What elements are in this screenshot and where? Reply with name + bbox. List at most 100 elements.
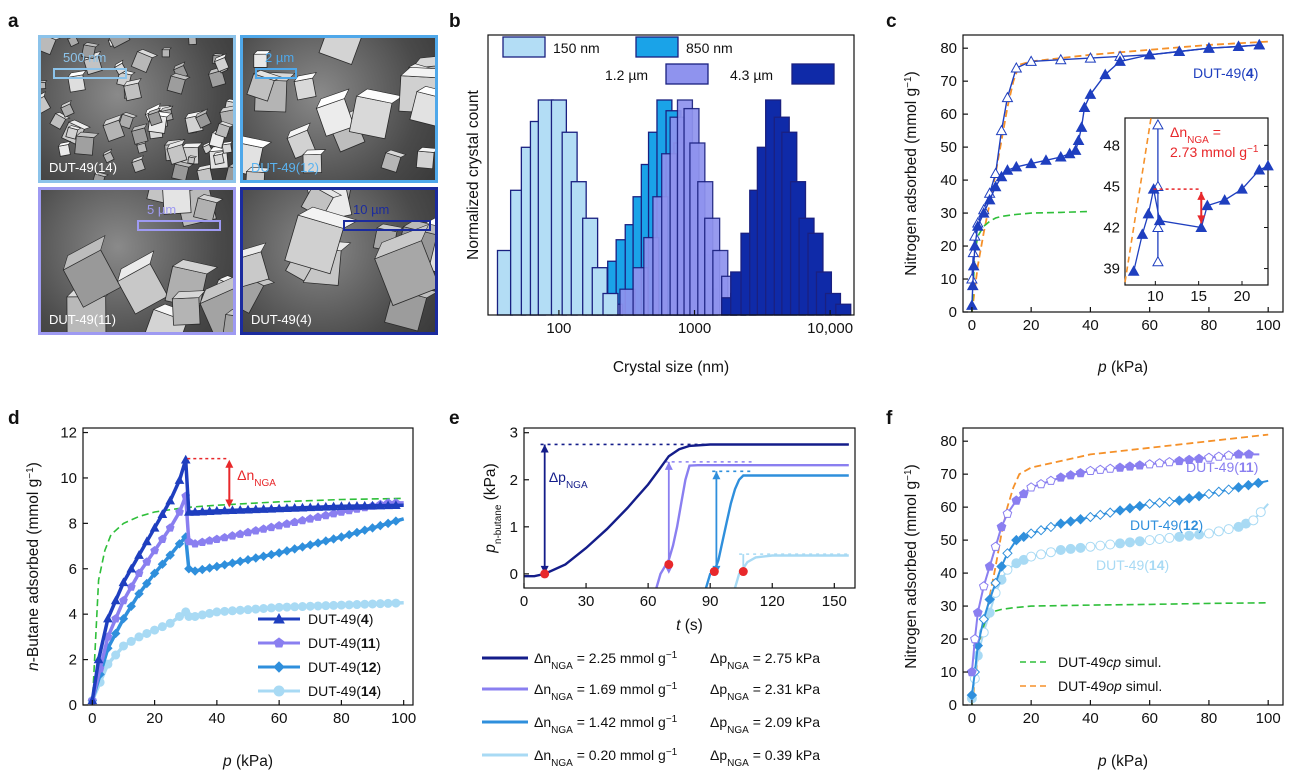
crystal xyxy=(315,88,355,137)
crystal-top xyxy=(131,155,144,164)
crystal-top xyxy=(243,242,267,261)
text-part: ) xyxy=(903,71,920,76)
data-point xyxy=(1144,498,1155,510)
crystal-top xyxy=(75,131,100,138)
crystal-top xyxy=(130,123,148,132)
panel-d-y-label: 2 xyxy=(69,652,77,669)
text-part: 4 xyxy=(361,611,369,627)
sem-image-dut49-14: 500 nm DUT-49(14) xyxy=(38,35,236,183)
hist-bar xyxy=(835,303,852,316)
inset-y-label: 39 xyxy=(1103,261,1120,278)
legend-4300nm: 4.3 µm xyxy=(730,67,773,83)
crystal-face xyxy=(318,38,364,66)
data-point xyxy=(966,279,979,291)
crystal-top xyxy=(417,147,435,153)
data-point xyxy=(1069,144,1082,155)
legend-label: DUT-49(11) xyxy=(308,635,380,651)
data-point xyxy=(157,622,167,632)
event-marker xyxy=(540,569,550,579)
data-point xyxy=(290,517,300,526)
text-part: −1 xyxy=(903,469,914,481)
crystal xyxy=(166,72,191,95)
text-part: (kPa) xyxy=(482,463,499,504)
data-point xyxy=(375,500,386,510)
crystal-top xyxy=(225,98,233,104)
panel-c-y-label: 30 xyxy=(940,205,957,222)
panel-c-series-label: DUT-49(4) xyxy=(1193,65,1258,81)
text-part: NGA xyxy=(727,692,749,703)
data-point xyxy=(190,566,200,576)
crystal-top xyxy=(385,149,407,158)
data-point xyxy=(219,505,230,515)
nga-arrowhead-up xyxy=(225,459,234,468)
crystal-face xyxy=(67,38,80,48)
legend-label: DUT-49(14) xyxy=(308,683,381,699)
crystal-top xyxy=(416,85,435,99)
panel-e-y-label: 3 xyxy=(510,425,518,442)
panel-d-y-label: 10 xyxy=(60,470,77,487)
panel-c-x-label: 20 xyxy=(1023,317,1040,334)
data-point xyxy=(1114,505,1126,516)
panel-b-axes xyxy=(487,34,855,316)
data-point xyxy=(212,505,222,515)
data-point xyxy=(1124,537,1135,548)
panel-b-ylabel: Normalized crystal count xyxy=(465,89,482,259)
data-point xyxy=(352,527,362,538)
data-point xyxy=(1065,543,1076,554)
data-point xyxy=(1213,526,1224,537)
text-part: 14 xyxy=(1149,557,1165,573)
crystal-top xyxy=(219,104,233,113)
text-part: 12 xyxy=(1183,517,1199,533)
legend-dp-label: ΔpNGA = 2.31 kPa xyxy=(710,681,820,703)
data-point xyxy=(1253,163,1266,175)
data-point xyxy=(970,633,980,644)
sem-caption: DUT-49(4) xyxy=(251,312,312,327)
data-point xyxy=(1054,53,1067,65)
panel-c-y-label: 70 xyxy=(940,73,957,90)
panel-label-b: b xyxy=(449,11,461,32)
data-point xyxy=(110,595,121,605)
text-part: ) xyxy=(1254,65,1259,81)
text-part: Δp xyxy=(710,747,727,763)
crystal xyxy=(147,107,163,127)
data-point xyxy=(1154,458,1165,468)
series-label: DUT-49(12) xyxy=(1130,517,1203,533)
data-point xyxy=(118,614,129,624)
data-point xyxy=(142,578,152,589)
panel-e-x-label: 150 xyxy=(822,593,847,610)
data-point xyxy=(995,124,1008,136)
panel-e-ylabel-group: pn-butane (kPa) xyxy=(482,463,504,553)
data-point xyxy=(320,501,331,511)
text-part: ) xyxy=(1198,517,1203,533)
data-point xyxy=(243,504,253,514)
crystal xyxy=(57,141,72,157)
panel-d-y-label: 0 xyxy=(69,697,77,714)
crystal-face xyxy=(223,165,233,180)
data-point xyxy=(157,559,168,569)
inset-x-label: 10 xyxy=(1147,288,1164,305)
data-point xyxy=(313,601,323,611)
crystal-top xyxy=(67,125,82,131)
panel-e-y-label: 0 xyxy=(510,566,518,583)
data-point xyxy=(243,605,253,615)
data-point xyxy=(1095,509,1106,521)
crystal-face xyxy=(105,38,131,49)
data-point xyxy=(266,549,277,560)
crystal-top xyxy=(68,119,91,130)
data-point xyxy=(126,636,136,646)
data-point xyxy=(1054,150,1067,162)
data-point xyxy=(1204,452,1214,462)
crystal xyxy=(65,125,82,140)
data-point xyxy=(313,512,323,521)
panel-f-x-label: 80 xyxy=(1201,710,1218,727)
crystal-top xyxy=(213,53,227,63)
data-point xyxy=(1144,459,1155,469)
panel-c-x-label: 40 xyxy=(1082,317,1099,334)
inset-y-label: 48 xyxy=(1103,137,1120,154)
data-point xyxy=(235,605,245,615)
text-part: Δn xyxy=(534,681,551,697)
panel-d-y-label: 6 xyxy=(69,561,77,578)
crystal-top xyxy=(374,223,430,260)
data-point xyxy=(1184,530,1195,541)
data-point xyxy=(360,599,370,609)
